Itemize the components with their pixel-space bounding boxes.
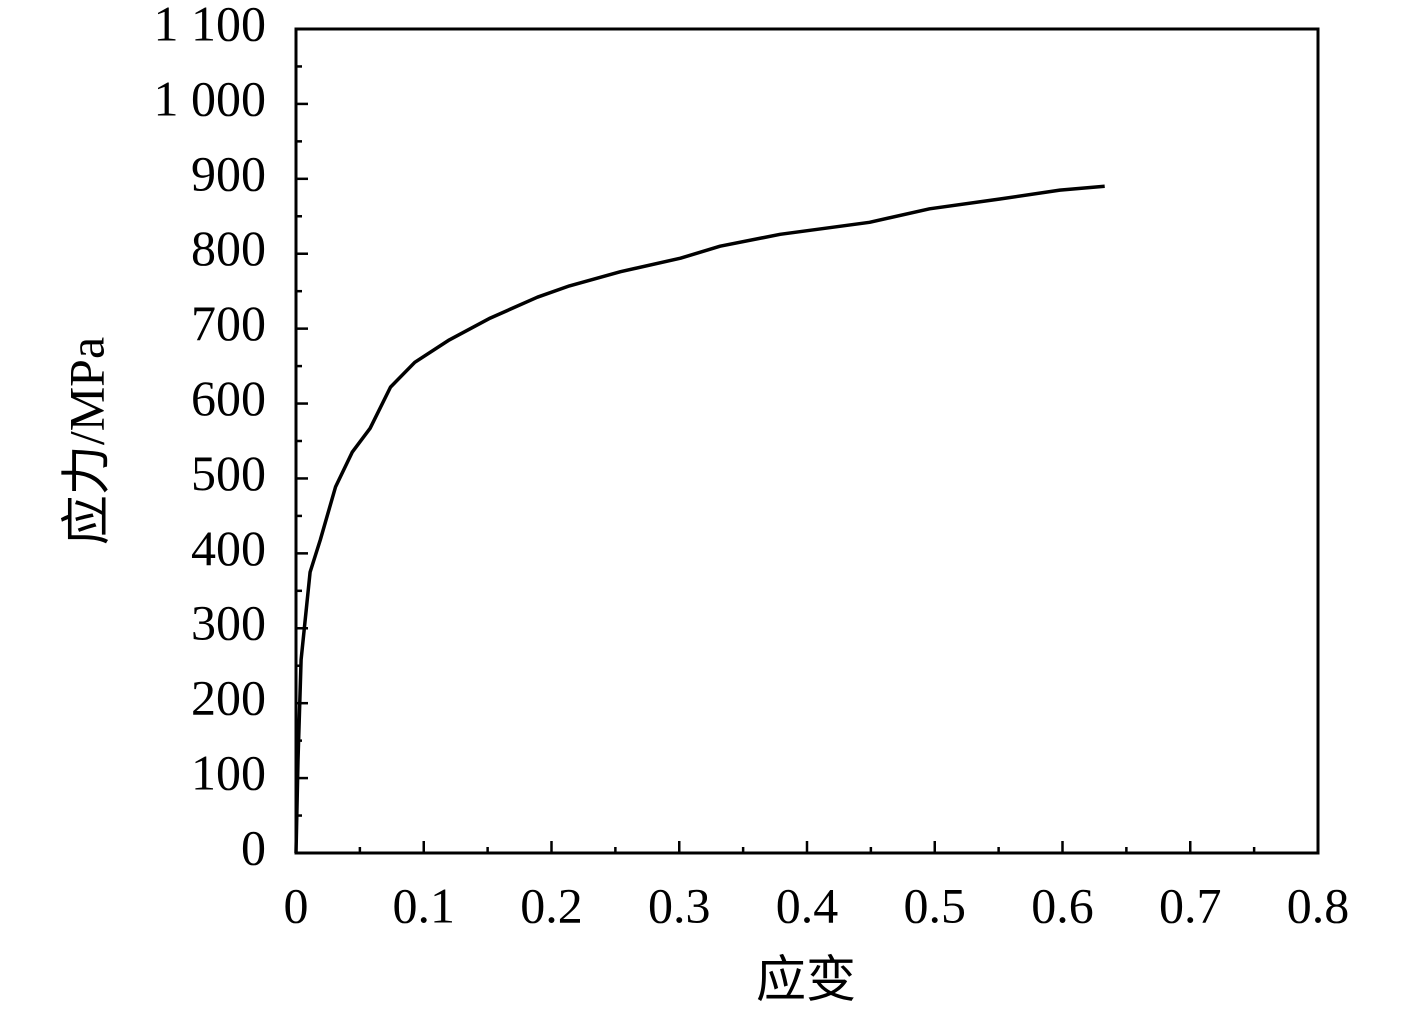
x-tick-label: 0.8 [1287, 877, 1350, 933]
x-axis-label: 应变 [756, 951, 856, 1007]
plot-frame [294, 27, 1320, 855]
x-tick-label: 0 [284, 877, 309, 933]
data-line [294, 184, 1105, 854]
y-tick-label: 0 [241, 819, 266, 875]
x-tick-label: 0.6 [1031, 877, 1094, 933]
y-tick-label: 900 [191, 145, 266, 201]
y-tick-label: 400 [191, 520, 266, 576]
y-axis-label: 应力/MPa [58, 337, 114, 545]
y-tick-label: 600 [191, 370, 266, 426]
y-tick-label: 800 [191, 220, 266, 276]
x-tick-label: 0.4 [776, 877, 839, 933]
x-tick-label: 0.3 [648, 877, 711, 933]
y-tick-label: 500 [191, 445, 266, 501]
y-tick-label: 1 000 [154, 70, 267, 126]
x-tick-label: 0.7 [1159, 877, 1222, 933]
x-tick-label: 0.2 [520, 877, 583, 933]
x-tick-label: 0.5 [904, 877, 967, 933]
y-tick-label: 100 [191, 745, 266, 801]
y-tick-label: 1 100 [154, 0, 267, 51]
y-tick-label: 200 [191, 670, 266, 726]
x-tick-label: 0.1 [393, 877, 456, 933]
y-tick-label: 300 [191, 595, 266, 651]
y-tick-label: 700 [191, 295, 266, 351]
